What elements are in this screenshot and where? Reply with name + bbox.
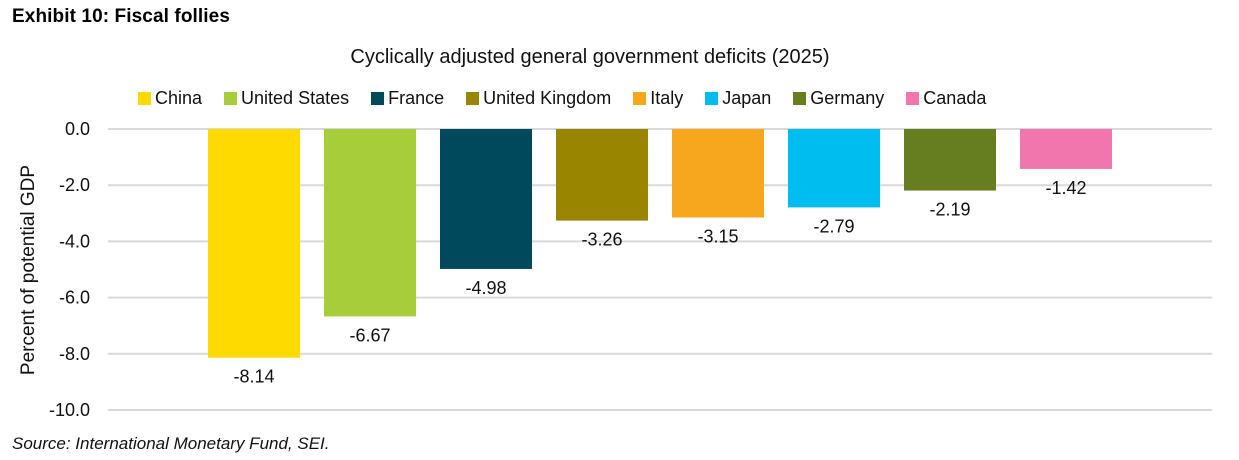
- y-tick-label: -4.0: [59, 231, 90, 251]
- y-tick-label: -10.0: [49, 400, 90, 420]
- data-label-france: -4.98: [465, 278, 506, 298]
- data-label-germany: -2.19: [929, 200, 970, 220]
- legend-label: China: [155, 88, 203, 108]
- legend-label: Italy: [650, 88, 684, 108]
- legend-item-china: China: [138, 88, 202, 109]
- legend-item-united-states: United States: [224, 88, 349, 109]
- legend-swatch: [466, 92, 480, 105]
- legend-label: Japan: [722, 88, 772, 108]
- legend-item-france: France: [371, 88, 444, 109]
- legend-swatch: [906, 92, 920, 105]
- legend-label: Canada: [923, 88, 987, 108]
- chart-legend: China United States France United Kingdom It…: [138, 88, 1008, 109]
- bar-united-states: [324, 129, 416, 317]
- data-labels: -8.14 -6.67 -4.98 -3.26 -3.15 -2.79 -2.19 -1.42: [233, 178, 1086, 387]
- bars: [208, 129, 1112, 358]
- legend-item-canada: Canada: [906, 88, 986, 109]
- source-note: Source: International Monetary Fund, SEI…: [12, 434, 330, 453]
- data-label-united-states: -6.67: [349, 325, 390, 345]
- bar-united-kingdom: [556, 129, 648, 221]
- bar-japan: [788, 129, 880, 208]
- legend-swatch: [705, 92, 719, 105]
- y-tick-label: -2.0: [59, 175, 90, 195]
- legend-swatch: [793, 92, 807, 105]
- bar-germany: [904, 129, 996, 191]
- bar-france: [440, 129, 532, 269]
- bar-italy: [672, 129, 764, 218]
- y-tick-label: -6.0: [59, 288, 90, 308]
- exhibit-title: Exhibit 10: Fiscal follies: [12, 6, 231, 27]
- y-axis-label: Percent of potential GDP: [18, 165, 39, 375]
- y-axis-ticks: 0.0 -2.0 -4.0 -6.0 -8.0 -10.0: [49, 119, 90, 420]
- data-label-united-kingdom: -3.26: [581, 230, 622, 250]
- legend-item-germany: Germany: [793, 88, 884, 109]
- y-tick-label: 0.0: [65, 119, 90, 139]
- data-label-china: -8.14: [233, 367, 274, 387]
- bar-china: [208, 129, 300, 358]
- legend-label: United Kingdom: [483, 88, 612, 108]
- legend-swatch: [633, 92, 647, 105]
- legend-label: France: [388, 88, 445, 108]
- data-label-canada: -1.42: [1045, 178, 1086, 198]
- legend-label: United States: [241, 88, 350, 108]
- chart-title: Cyclically adjusted general government d…: [350, 46, 830, 68]
- legend-item-italy: Italy: [633, 88, 683, 109]
- y-tick-label: -8.0: [59, 344, 90, 364]
- legend-label: Germany: [810, 88, 885, 108]
- legend-swatch: [224, 92, 238, 105]
- data-label-japan: -2.79: [813, 216, 854, 236]
- legend-item-japan: Japan: [705, 88, 771, 109]
- data-label-italy: -3.15: [697, 227, 738, 247]
- legend-item-united-kingdom: United Kingdom: [466, 88, 611, 109]
- legend-swatch: [138, 92, 151, 105]
- bar-canada: [1020, 129, 1112, 169]
- legend-swatch: [371, 92, 385, 105]
